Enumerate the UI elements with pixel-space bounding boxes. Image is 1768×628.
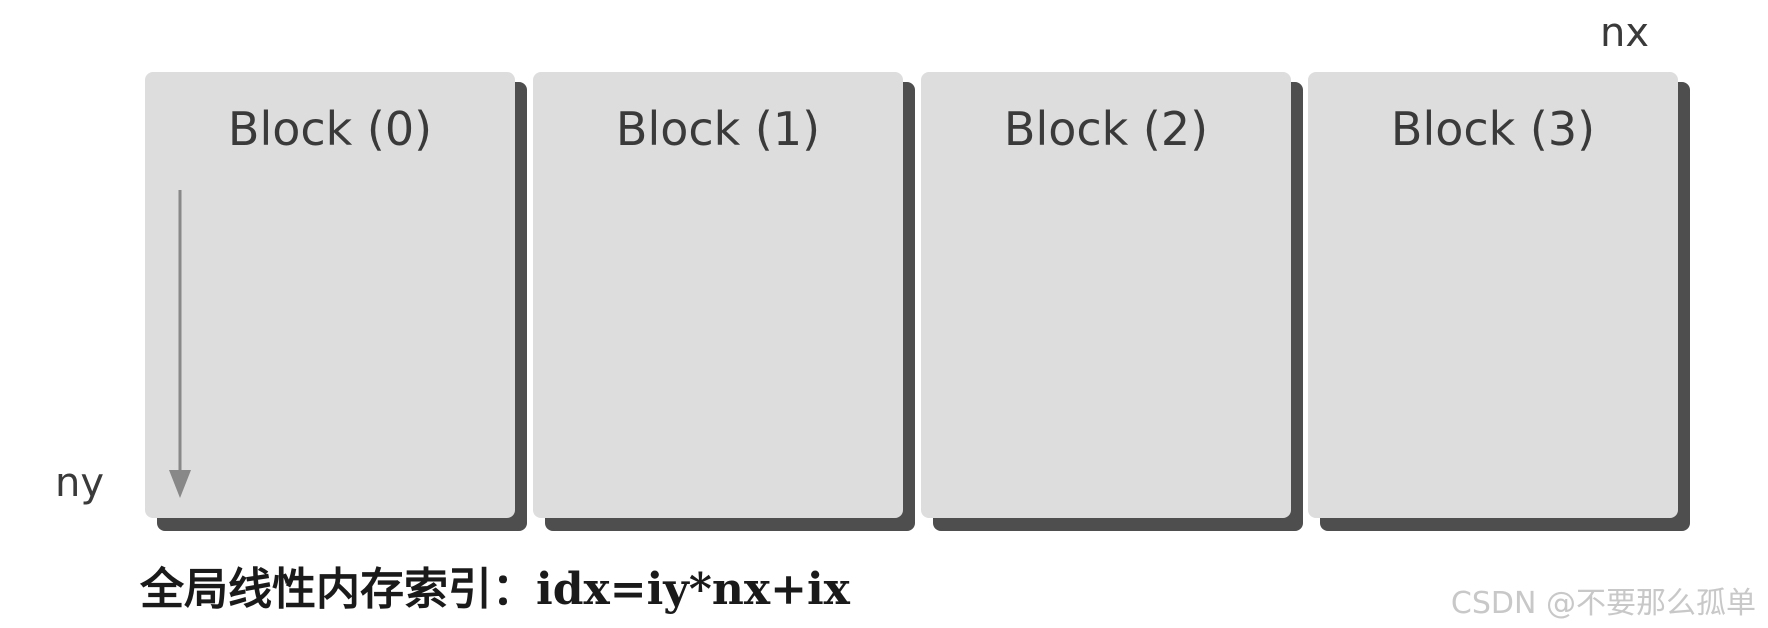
nx-axis-label: nx [1600,10,1650,56]
block-2-label: Block (2) [1003,102,1209,156]
ny-arrow-head [169,470,191,498]
block-0-label: Block (0) [227,102,433,156]
block-3-label: Block (3) [1390,102,1596,156]
watermark: CSDN @不要那么孤单 [1450,586,1756,621]
block-0: Block (0) [145,72,515,518]
block-1: Block (1) [533,72,903,518]
block-3: Block (3) [1308,72,1678,518]
index-formula-caption: 全局线性内存索引：idx=iy*nx+ix [140,564,850,615]
ny-axis-label: ny [55,460,105,506]
ny-arrow-icon [169,190,191,498]
block-1-label: Block (1) [615,102,821,156]
block-2: Block (2) [921,72,1291,518]
